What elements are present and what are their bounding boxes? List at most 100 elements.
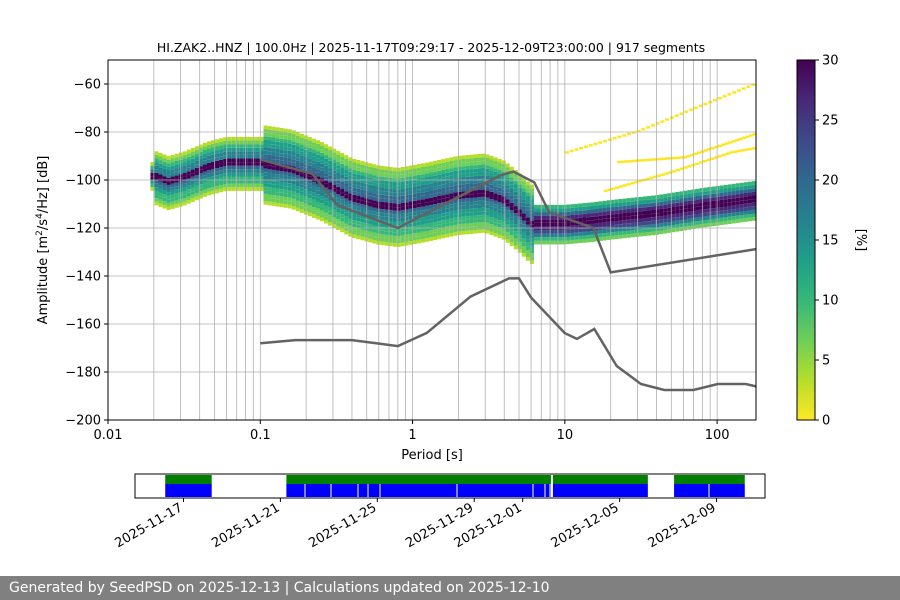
- heatmap-cell: [509, 220, 514, 225]
- heatmap-cell: [348, 229, 353, 233]
- heatmap-cell: [315, 176, 321, 180]
- heatmap-cell: [441, 195, 446, 199]
- heatmap-cell: [287, 194, 292, 198]
- heatmap-cell: [372, 232, 377, 237]
- heatmap-cell: [295, 182, 300, 187]
- heatmap-cell: [344, 223, 349, 228]
- heatmap-cell: [509, 213, 514, 218]
- heatmap-cell: [267, 126, 272, 130]
- heatmap-cell: [263, 129, 268, 133]
- heatmap-cell: [368, 228, 373, 232]
- heatmap-cell: [194, 146, 199, 150]
- heatmap-cell: [586, 220, 591, 225]
- heatmap-cell: [747, 199, 752, 204]
- heatmap-cell: [372, 164, 377, 168]
- heatmap-cell: [513, 209, 518, 214]
- y-axis-label-prefix: Amplitude [m: [36, 236, 51, 325]
- heatmap-cell: [332, 188, 337, 192]
- heatmap-cell: [461, 173, 466, 178]
- heatmap-cell: [638, 229, 643, 233]
- heatmap-cell: [279, 199, 284, 204]
- heatmap-cell: [671, 192, 676, 197]
- heatmap-cell: [307, 144, 312, 148]
- heatmap-cell: [344, 201, 349, 206]
- heatmap-cell: [190, 194, 195, 199]
- heatmap-cell: [198, 151, 203, 156]
- heatmap-cell: [497, 158, 502, 163]
- x-axis-label: Period [s]: [401, 448, 463, 463]
- heatmap-cell: [594, 201, 599, 206]
- heatmap-cell: [400, 188, 405, 193]
- heatmap-cell: [614, 210, 619, 214]
- heatmap-cell: [198, 166, 203, 170]
- heatmap-cell: [521, 209, 526, 214]
- heatmap-cell: [198, 169, 203, 174]
- heatmap-cell: [429, 201, 434, 205]
- heatmap-cell: [360, 236, 365, 241]
- heatmap-cell: [412, 211, 417, 216]
- heatmap-cell: [190, 187, 195, 192]
- heatmap-cell: [348, 189, 353, 194]
- heatmap-cell: [283, 197, 288, 201]
- heatmap-cell: [521, 213, 526, 218]
- heatmap-cell: [408, 212, 413, 216]
- heatmap-cell: [206, 180, 212, 185]
- heatmap-cell: [630, 182, 635, 185]
- heatmap-cell: [340, 214, 345, 218]
- heatmap-cell: [521, 177, 526, 182]
- heatmap-cell: [182, 190, 187, 195]
- heatmap-cell: [489, 217, 494, 221]
- heatmap-cell: [481, 193, 486, 197]
- heatmap-cell: [509, 202, 514, 207]
- heatmap-cell: [412, 168, 417, 173]
- heatmap-cell: [453, 203, 458, 207]
- heatmap-cell: [433, 182, 438, 187]
- heatmap-cell: [174, 164, 179, 169]
- heatmap-cell: [497, 191, 502, 195]
- heatmap-cell: [291, 162, 296, 167]
- heatmap-cell: [190, 198, 195, 202]
- heatmap-cell: [223, 187, 228, 192]
- heatmap-cell: [659, 201, 664, 206]
- heatmap-cell: [703, 220, 708, 224]
- heatmap-cell: [150, 187, 155, 191]
- heatmap-cell: [662, 157, 667, 161]
- heatmap-cell: [356, 170, 361, 175]
- heatmap-cell: [235, 162, 240, 166]
- heatmap-cell: [469, 176, 474, 180]
- heatmap-cell: [348, 164, 353, 169]
- heatmap-cell: [578, 225, 583, 229]
- heatmap-cell: [198, 176, 203, 181]
- heatmap-cell: [170, 176, 175, 181]
- heatmap-cell: [683, 226, 688, 231]
- heatmap-cell: [174, 186, 179, 190]
- heatmap-cell: [263, 143, 268, 148]
- heatmap-cell: [412, 172, 417, 176]
- heatmap-cell: [638, 196, 643, 201]
- heatmap-cell: [400, 199, 405, 203]
- heatmap-cell: [320, 174, 325, 179]
- heatmap-cell: [424, 169, 430, 174]
- heatmap-cell: [489, 231, 494, 236]
- heatmap-cell: [695, 192, 700, 197]
- heatmap-cell: [336, 150, 341, 155]
- heatmap-cell: [574, 211, 579, 215]
- timeline-segment-bottom: [286, 484, 551, 497]
- heatmap-cell: [461, 220, 466, 224]
- heatmap-cell: [638, 214, 643, 219]
- heatmap-cell: [384, 231, 389, 235]
- heatmap-cell: [529, 199, 534, 203]
- heatmap-cell: [570, 232, 575, 237]
- heatmap-cell: [340, 207, 345, 211]
- heatmap-cell: [372, 200, 377, 204]
- heatmap-cell: [445, 172, 450, 177]
- heatmap-cell: [699, 220, 704, 225]
- heatmap-cell: [717, 144, 722, 148]
- heatmap-cell: [166, 188, 171, 193]
- heatmap-cell: [279, 185, 284, 190]
- heatmap-cell: [642, 210, 647, 215]
- heatmap-cell: [469, 154, 474, 159]
- heatmap-cell: [154, 158, 159, 163]
- heatmap-cell: [190, 155, 195, 159]
- heatmap-cell: [267, 190, 272, 195]
